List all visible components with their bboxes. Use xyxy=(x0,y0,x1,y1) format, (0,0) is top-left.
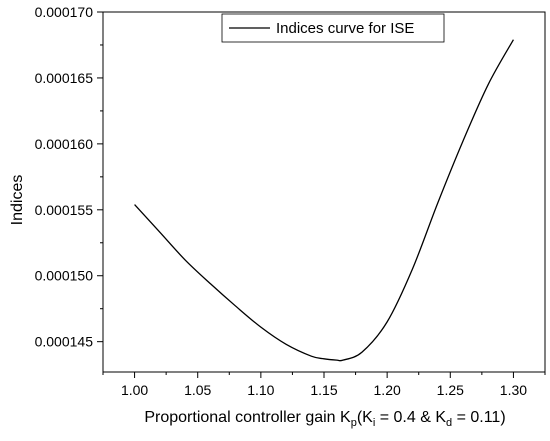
y-tick-label: 0.000155 xyxy=(35,202,94,218)
x-title-sub-p: p xyxy=(351,417,357,429)
x-axis-title: Proportional controller gain Kp(Ki = 0.4… xyxy=(144,409,505,429)
series-layer xyxy=(134,39,514,362)
x-tick-label: 1.30 xyxy=(500,382,527,398)
x-title-open: (K xyxy=(357,409,373,426)
y-tick-label: 0.000170 xyxy=(35,4,94,20)
y-tick-label: 0.000160 xyxy=(35,136,94,152)
y-tick-label: 0.000165 xyxy=(35,70,94,86)
legend: Indices curve for ISE xyxy=(221,13,445,43)
x-tick-label: 1.25 xyxy=(437,382,464,398)
plot-frame xyxy=(102,11,546,373)
x-tick-label: 1.20 xyxy=(374,382,401,398)
legend-label: Indices curve for ISE xyxy=(276,20,414,37)
x-tick-label: 1.10 xyxy=(247,382,274,398)
x-title-ki: = 0.4 & K xyxy=(375,409,446,426)
y-tick-label: 0.000150 xyxy=(35,268,94,284)
x-axis: 1.00 1.05 1.10 1.15 1.20 1.25 1.30 xyxy=(102,372,546,398)
x-title-sub-d: d xyxy=(446,417,452,429)
x-title-main: Proportional controller gain K xyxy=(144,409,351,426)
x-tick-label: 1.00 xyxy=(121,382,148,398)
y-axis-title: Indices xyxy=(9,175,26,226)
series-line xyxy=(134,39,514,362)
x-tick-label: 1.05 xyxy=(184,382,211,398)
x-tick-label: 1.15 xyxy=(310,382,337,398)
y-axis: 0.000145 0.000150 0.000155 0.000160 0.000165… xyxy=(35,4,103,350)
x-title-sub-i: i xyxy=(373,417,375,429)
plot-border xyxy=(102,11,546,373)
x-title-kd: = 0.11) xyxy=(452,409,506,426)
y-tick-label: 0.000145 xyxy=(35,334,94,350)
